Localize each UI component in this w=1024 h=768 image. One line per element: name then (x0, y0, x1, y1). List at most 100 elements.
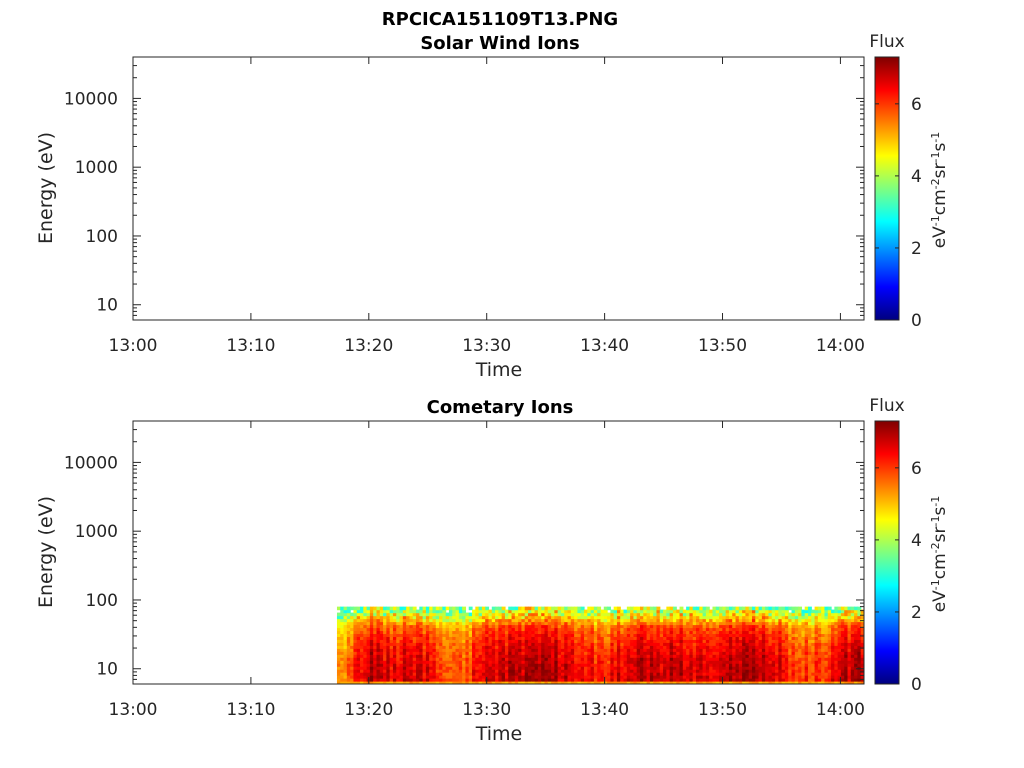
heatmap-cell (360, 618, 364, 623)
heatmap-cell (336, 681, 341, 684)
heatmap-cell (696, 621, 700, 626)
heatmap-cell (435, 681, 440, 684)
heatmap-cell (373, 654, 378, 658)
heatmap-cell (663, 633, 667, 637)
heatmap-cell (837, 672, 842, 676)
heatmap-cell (742, 636, 747, 640)
heatmap-cell (406, 675, 411, 679)
heatmap-cell (646, 681, 651, 684)
heatmap-cell (584, 648, 588, 652)
heatmap-cell (429, 645, 434, 649)
heatmap-cell (544, 627, 549, 632)
heatmap-cell (633, 672, 638, 676)
heatmap-cell (781, 666, 786, 670)
heatmap-cell (488, 639, 493, 643)
heatmap-cell (340, 642, 345, 646)
heatmap-cell (366, 663, 371, 667)
heatmap-cell (620, 633, 625, 637)
heatmap-cell (547, 651, 552, 655)
heatmap-cell (616, 630, 621, 635)
heatmap-cell (745, 645, 750, 649)
heatmap-cell (580, 663, 585, 667)
heatmap-cell (613, 654, 618, 658)
heatmap-cell (521, 678, 526, 682)
heatmap-cell (784, 678, 789, 682)
heatmap-cell (508, 648, 513, 652)
heatmap-cell (419, 618, 424, 623)
heatmap-cell (735, 612, 740, 617)
heatmap-cell (501, 660, 506, 664)
heatmap-cell (551, 663, 555, 667)
panel2-colorbar-label: Flux (869, 396, 904, 416)
heatmap-cell (363, 621, 368, 626)
heatmap-cell (679, 606, 684, 611)
heatmap-cell (854, 660, 859, 664)
heatmap-cell (528, 645, 532, 649)
heatmap-cell (429, 651, 434, 655)
heatmap-cell (640, 636, 644, 640)
heatmap-cell (574, 624, 579, 629)
heatmap-cell (666, 681, 671, 684)
heatmap-cell (814, 651, 819, 655)
heatmap-cell (425, 624, 430, 629)
heatmap-cell (758, 624, 763, 629)
heatmap-cell (475, 657, 480, 661)
heatmap-cell (804, 624, 809, 629)
heatmap-cell (745, 639, 750, 643)
heatmap-cell (765, 669, 770, 673)
heatmap-cell (366, 606, 371, 611)
heatmap-cell (854, 675, 859, 679)
heatmap-cell (837, 642, 842, 646)
heatmap-cell (567, 609, 572, 614)
heatmap-cell (801, 675, 806, 679)
heatmap-cell (498, 615, 503, 620)
heatmap-cell (465, 651, 470, 655)
heatmap-cell (817, 630, 822, 635)
heatmap-cell (547, 621, 552, 626)
heatmap-cell (560, 657, 565, 661)
heatmap-cell (817, 654, 822, 658)
heatmap-cell (544, 660, 549, 664)
heatmap-cell (702, 678, 707, 682)
heatmap-cell (593, 663, 598, 667)
heatmap-cell (376, 675, 381, 679)
heatmap-cell (646, 612, 651, 617)
heatmap-cell (564, 657, 569, 661)
heatmap-cell (613, 609, 618, 614)
heatmap-cell (356, 678, 361, 682)
heatmap-cell (659, 636, 664, 640)
heatmap-cell (821, 642, 826, 646)
heatmap-cell (501, 618, 506, 623)
heatmap-cell (369, 639, 374, 643)
heatmap-cell (686, 660, 691, 664)
heatmap-cell (784, 642, 789, 646)
heatmap-cell (409, 627, 414, 632)
heatmap-cell (353, 657, 358, 661)
heatmap-cell (442, 642, 447, 646)
heatmap-cell (402, 645, 407, 649)
heatmap-cell (765, 612, 770, 617)
heatmap-cell (834, 636, 839, 640)
heatmap-cell (735, 630, 740, 635)
heatmap-cell (715, 660, 720, 664)
heatmap-cell (406, 627, 411, 632)
heatmap-cell (551, 609, 555, 614)
heatmap-cell (560, 660, 565, 664)
heatmap-cell (564, 642, 569, 646)
heatmap-cell (389, 615, 394, 620)
heatmap-cell (649, 678, 654, 682)
heatmap-cell (630, 627, 635, 632)
heatmap-cell (768, 618, 773, 623)
heatmap-cell (514, 630, 519, 635)
heatmap-cell (551, 627, 555, 632)
heatmap-cell (383, 627, 387, 632)
heatmap-cell (383, 654, 387, 658)
heatmap-cell (478, 645, 483, 649)
heatmap-cell (462, 633, 467, 637)
heatmap-cell (840, 624, 845, 629)
heatmap-cell (616, 681, 621, 684)
heatmap-cell (478, 624, 483, 629)
heatmap-cell (360, 642, 364, 646)
heatmap-cell (584, 651, 588, 655)
x-tick-label: 13:20 (344, 700, 393, 720)
